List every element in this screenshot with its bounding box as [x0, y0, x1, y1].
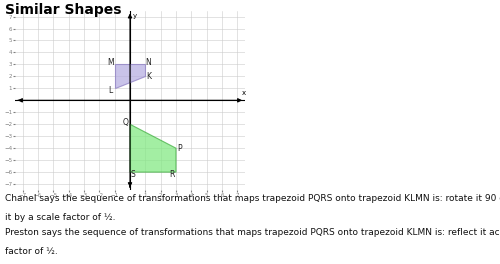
Text: Chanel says the sequence of transformations that maps trapezoid PQRS onto trapez: Chanel says the sequence of transformati… — [5, 194, 500, 203]
Text: S: S — [131, 170, 136, 179]
Polygon shape — [114, 64, 146, 88]
Text: N: N — [146, 58, 152, 67]
Text: K: K — [146, 72, 151, 81]
Text: M: M — [107, 58, 114, 67]
Text: Q: Q — [123, 118, 128, 127]
Text: Preston says the sequence of transformations that maps trapezoid PQRS onto trape: Preston says the sequence of transformat… — [5, 228, 500, 237]
Text: Similar Shapes: Similar Shapes — [5, 3, 121, 17]
Text: it by a scale factor of ½.: it by a scale factor of ½. — [5, 213, 116, 221]
Text: R: R — [169, 170, 174, 179]
Text: P: P — [178, 144, 182, 153]
Text: L: L — [108, 86, 112, 95]
Text: x: x — [242, 90, 246, 96]
Text: y: y — [133, 13, 137, 19]
Text: factor of ½.: factor of ½. — [5, 247, 58, 256]
Polygon shape — [130, 124, 176, 172]
